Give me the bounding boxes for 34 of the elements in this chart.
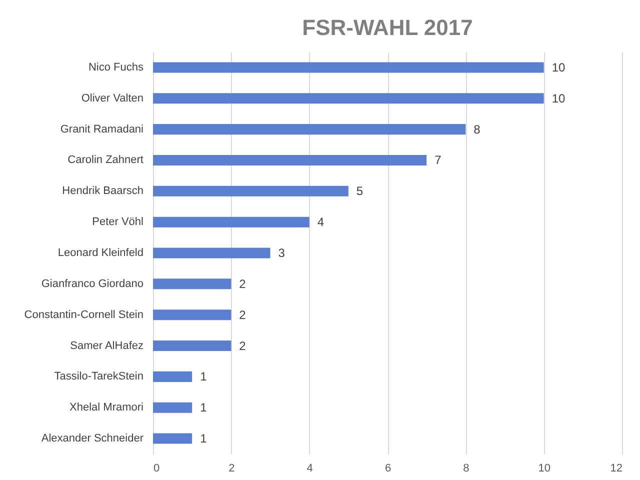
data-label: 2	[239, 308, 246, 322]
x-tick-label: 4	[306, 462, 313, 474]
y-tick-label: Samer AlHafez	[70, 340, 144, 352]
data-label: 8	[474, 122, 481, 136]
y-tick-label: Tassilo-TarekStein	[54, 370, 144, 383]
x-tick-label: 12	[610, 462, 622, 474]
y-tick-label: Constantin-Cornell Stein	[24, 308, 144, 321]
data-label: 4	[317, 215, 324, 230]
data-label: 1	[200, 432, 208, 446]
chart-title: FSR-WAHL 2017	[302, 15, 473, 40]
data-label: 2	[239, 338, 246, 353]
data-label: 7	[434, 153, 442, 168]
y-tick-label: Leonard Kleinfeld	[58, 247, 144, 259]
data-label: 5	[356, 184, 364, 198]
data-label: 10	[552, 60, 566, 74]
y-tick-label: Hendrik Baarsch	[62, 185, 144, 198]
y-tick-label: Alexander Schneider	[41, 432, 144, 445]
x-tick-label: 2	[228, 462, 235, 474]
y-tick-label: Peter Vöhl	[92, 216, 144, 228]
x-tick-label: 10	[538, 462, 550, 474]
data-label: 3	[278, 246, 286, 260]
x-tick-label: 6	[384, 462, 392, 474]
data-label: 1	[200, 370, 208, 384]
y-tick-label: Xhelal Mramori	[70, 402, 144, 414]
y-tick-label: Nico Fuchs	[88, 61, 144, 74]
data-label: 10	[552, 91, 566, 106]
y-tick-label: Gianfranco Giordano	[41, 278, 144, 290]
y-tick-label: Granit Ramadani	[60, 123, 144, 136]
x-tick-label: 8	[463, 462, 470, 474]
data-label: 1	[200, 400, 208, 415]
data-label: 2	[239, 276, 246, 291]
y-tick-label: Carolin Zahnert	[68, 154, 144, 166]
y-tick-label: Oliver Valten	[81, 92, 144, 104]
x-tick-label: 0	[154, 462, 160, 474]
